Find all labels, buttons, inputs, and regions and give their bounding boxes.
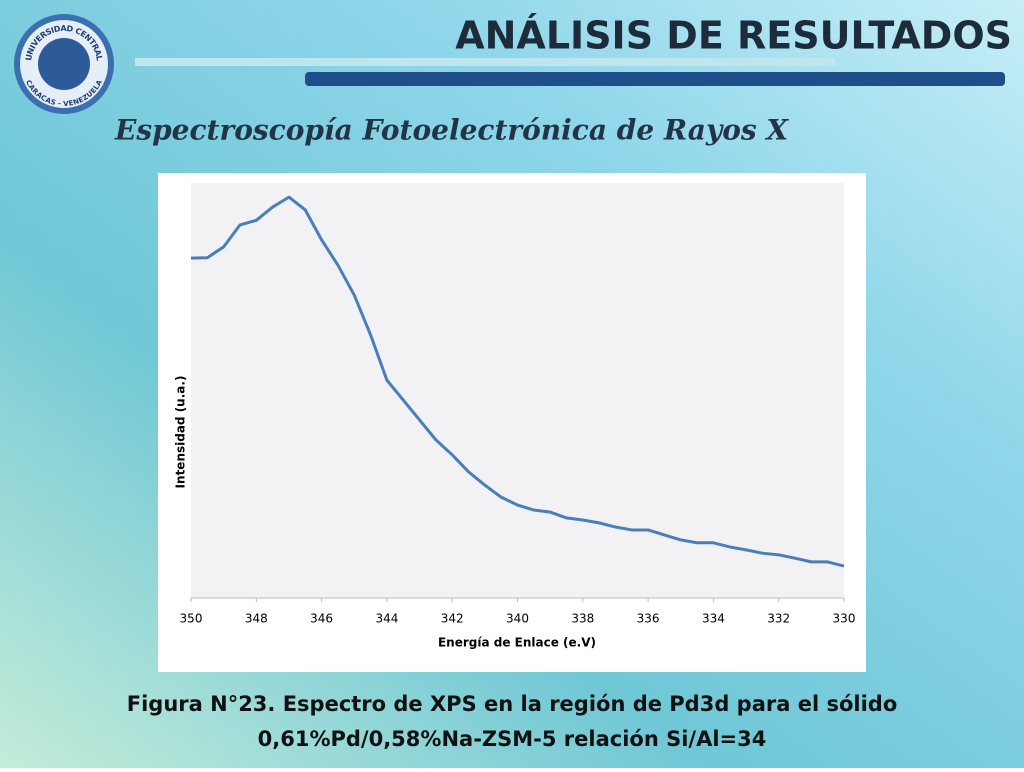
deco-bar [305,72,1005,86]
heading: ANÁLISIS DE RESULTADOS [455,14,1012,58]
x-tick-label: 348 [245,612,268,626]
x-axis-label: Energía de Enlace (e.V) [438,636,596,650]
y-axis-label: Intensidad (u.a.) [174,376,188,489]
x-tick-label: 342 [441,612,464,626]
caption: Figura N°23. Espectro de XPS en la regió… [127,692,898,716]
logo: UNIVERSIDAD CENTRAL CARACAS - VENEZUELA [14,14,114,114]
data-line [190,195,845,568]
plot-area [191,183,844,598]
caption: 0,61%Pd/0,58%Na-ZSM-5 relación Si/Al=34 [258,727,767,751]
x-tick-label: 330 [833,612,856,626]
x-tick-label: 338 [571,612,594,626]
x-tick-label: 350 [180,612,203,626]
x-tick-label: 336 [637,612,660,626]
x-tick-label: 346 [310,612,333,626]
x-tick-label: 340 [506,612,529,626]
x-tick-label: 332 [767,612,790,626]
logo-center [38,38,90,90]
subheading: Espectroscopía Fotoelectrónica de Rayos … [114,114,789,147]
x-tick-label: 334 [702,612,725,626]
deco-bar [135,58,835,66]
x-tick-label: 344 [375,612,398,626]
